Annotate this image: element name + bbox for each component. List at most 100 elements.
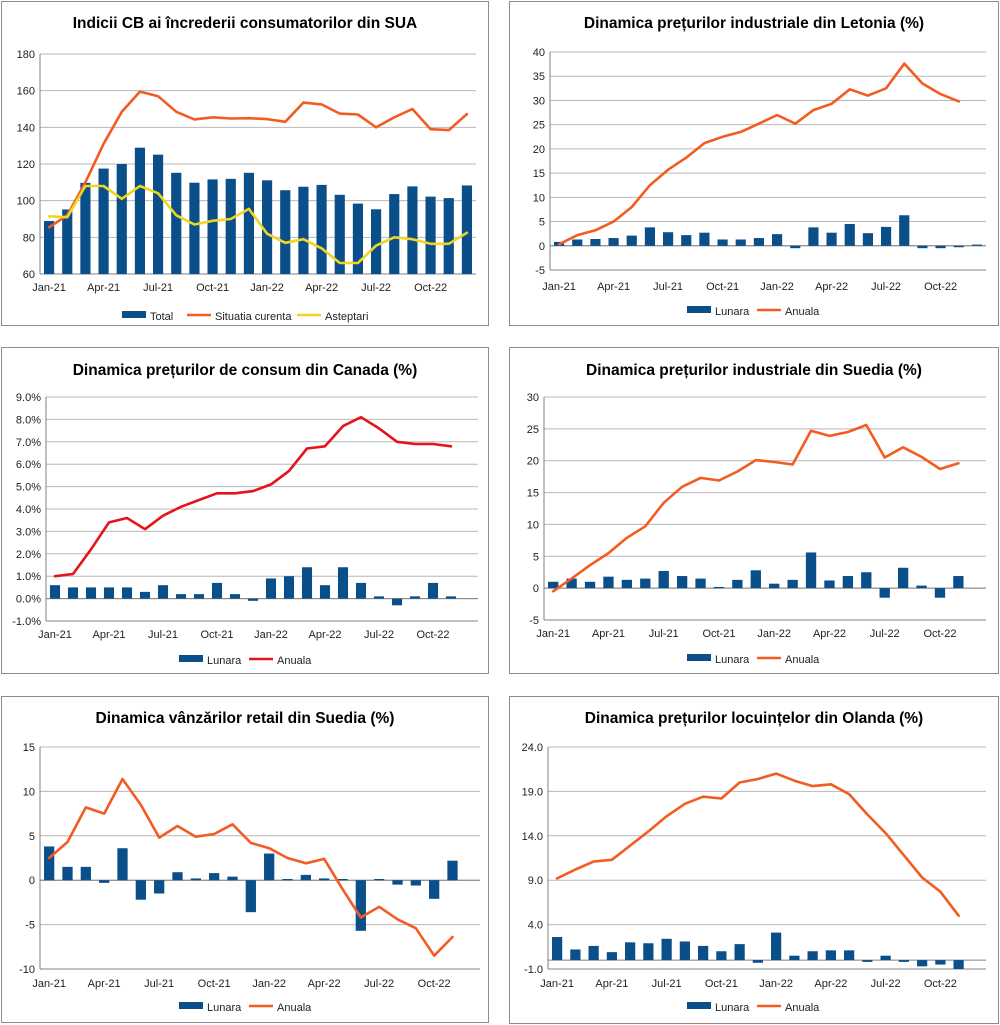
chart-title: Dinamica prețurilor de consum din Canada…: [73, 362, 418, 379]
bar-lunara: [99, 880, 110, 883]
chart-svg: Dinamica prețurilor industriale din Sued…: [527, 362, 986, 666]
chart-panel-netherlands-house-prices: Dinamica prețurilor locuințelor din Olan…: [509, 696, 999, 1024]
x-tick-label: Oct-21: [198, 978, 231, 990]
x-tick-label: Jan-21: [536, 628, 570, 640]
y-tick-label: 120: [17, 159, 35, 171]
y-tick-label: 15: [527, 488, 539, 500]
y-tick-label: 100: [17, 196, 35, 208]
chart-title: Dinamica prețurilor industriale din Sued…: [586, 362, 922, 379]
bar-lunara: [625, 942, 636, 961]
bar-lunara: [606, 952, 617, 961]
y-tick-label: 9.0%: [16, 392, 41, 404]
x-tick-label: Jan-22: [252, 978, 286, 990]
bar-lunara: [934, 588, 946, 598]
y-tick-label: 0: [29, 875, 35, 887]
bar-lunara: [661, 938, 672, 961]
bar-lunara: [769, 583, 780, 589]
bar-lunara: [716, 951, 727, 961]
bar-lunara: [698, 945, 709, 961]
bar-lunara: [209, 873, 220, 881]
plot-area: -10 -5 0 5 10 15 Jan-21 Apr-21 Jul-21 Oct-21 Jan-2…: [19, 742, 480, 1014]
x-tick-label: Oct-21: [196, 282, 229, 294]
bar-lunara: [139, 591, 151, 599]
x-tick-label: Apr-21: [592, 628, 625, 640]
bar-lunara: [790, 245, 801, 249]
y-tick-label: 5: [533, 551, 539, 563]
bar-lunara: [282, 879, 293, 881]
bar-lunara: [603, 576, 614, 589]
bar-total: [80, 182, 91, 274]
x-tick-label: Jan-21: [540, 978, 574, 990]
chart-svg: Indicii CB ai încrederii consumatorilor …: [17, 15, 476, 323]
bar-lunara: [227, 876, 238, 881]
x-tick-label: Jan-22: [760, 281, 794, 293]
line-anuala: [551, 423, 960, 593]
bar-lunara: [355, 880, 366, 931]
plot-area: 60 80 100 120 140 160 180 Jan-21 Apr-21 Jul-21 Oct…: [17, 49, 476, 323]
bar-total: [261, 180, 273, 274]
bar-lunara: [917, 245, 928, 249]
legend-swatch: [122, 311, 146, 318]
line-anuala: [47, 777, 454, 958]
bar-lunara: [750, 570, 761, 589]
bar-lunara: [898, 960, 909, 962]
bar-total: [407, 186, 418, 274]
chart-title: Dinamica vânzărilor retail din Suedia (%…: [96, 710, 395, 727]
bar-lunara: [752, 960, 763, 963]
y-tick-label: 0.0%: [16, 594, 41, 606]
chart-panel-sweden-industrial-prices: Dinamica prețurilor industriale din Sued…: [509, 347, 999, 674]
x-tick-label: Jan-22: [254, 629, 288, 641]
bar-lunara: [824, 580, 835, 589]
chart-panel-sweden-retail-sales: Dinamica vânzărilor retail din Suedia (%…: [1, 696, 489, 1023]
legend-label: Situatia curenta: [215, 311, 292, 323]
x-tick-label: Oct-21: [200, 629, 233, 641]
y-tick-label: 40: [533, 47, 545, 59]
bar-lunara: [880, 955, 891, 961]
bar-lunara: [429, 880, 440, 899]
line-anuala: [555, 772, 960, 917]
bar-lunara: [566, 578, 577, 589]
x-tick-label: Jul-22: [361, 282, 391, 294]
bar-total: [98, 168, 109, 274]
bar-lunara: [445, 596, 457, 599]
bar-lunara: [172, 872, 183, 881]
y-tick-label: 60: [23, 269, 35, 281]
bar-lunara: [62, 866, 73, 881]
bar-lunara: [825, 950, 836, 961]
bar-lunara: [121, 587, 133, 599]
bar-lunara: [734, 944, 745, 961]
bar-lunara: [695, 578, 706, 589]
x-tick-label: Jul-21: [652, 978, 682, 990]
y-tick-label: 4.0%: [16, 504, 41, 516]
bar-lunara: [229, 594, 241, 599]
x-tick-label: Apr-22: [305, 282, 338, 294]
x-tick-label: Jul-22: [871, 978, 901, 990]
bar-total: [134, 147, 146, 274]
bar-lunara: [49, 585, 61, 599]
y-tick-label: 0: [533, 583, 539, 595]
bar-lunara: [935, 245, 946, 249]
bar-lunara: [953, 576, 964, 589]
y-tick-label: 20: [527, 456, 539, 468]
bar-total: [334, 194, 345, 274]
y-tick-label: 25: [527, 424, 539, 436]
bar-lunara: [643, 943, 654, 961]
legend-label: Lunara: [207, 655, 242, 667]
x-tick-label: Jan-21: [32, 978, 66, 990]
bar-lunara: [621, 579, 633, 589]
bar-lunara: [807, 951, 818, 961]
y-tick-label: -10: [19, 964, 35, 976]
legend-label: Lunara: [715, 654, 750, 666]
x-tick-label: Jul-21: [143, 282, 173, 294]
x-tick-label: Apr-22: [308, 629, 341, 641]
x-tick-label: Apr-21: [595, 978, 628, 990]
legend-label: Asteptari: [325, 311, 368, 323]
x-tick-label: Oct-21: [702, 628, 735, 640]
legend-label: Total: [150, 311, 173, 323]
bar-lunara: [842, 576, 854, 589]
y-tick-label: 15: [23, 742, 35, 754]
legend-label: Anuala: [785, 1002, 820, 1014]
x-tick-label: Jan-21: [32, 282, 66, 294]
bar-lunara: [662, 232, 674, 246]
bar-lunara: [771, 932, 782, 961]
